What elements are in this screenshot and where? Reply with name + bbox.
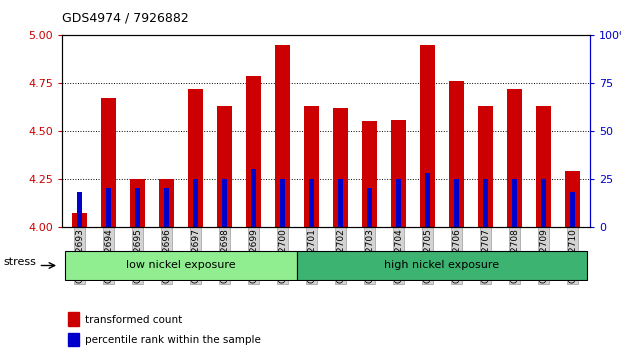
Bar	[222, 179, 227, 227]
Bar	[135, 188, 140, 227]
Bar	[217, 106, 232, 227]
Bar	[425, 173, 430, 227]
Bar	[101, 98, 116, 227]
Bar	[275, 45, 290, 227]
Bar	[106, 188, 111, 227]
Bar	[367, 188, 372, 227]
Bar	[188, 89, 203, 227]
Bar	[565, 171, 580, 227]
Bar	[68, 312, 79, 326]
Bar	[478, 106, 493, 227]
Bar	[483, 179, 488, 227]
Bar	[454, 179, 459, 227]
Bar	[537, 106, 551, 227]
Text: GDS4974 / 7926882: GDS4974 / 7926882	[62, 12, 189, 25]
Bar	[391, 120, 406, 227]
Bar	[68, 333, 79, 346]
Bar	[570, 192, 575, 227]
Bar	[338, 179, 343, 227]
Text: low nickel exposure: low nickel exposure	[126, 261, 236, 270]
Bar	[309, 179, 314, 227]
Text: transformed count: transformed count	[85, 315, 182, 325]
Bar	[280, 179, 285, 227]
Bar	[512, 179, 517, 227]
Bar	[333, 108, 348, 227]
Bar	[297, 251, 587, 280]
Bar	[77, 192, 82, 227]
Bar	[541, 179, 546, 227]
Bar	[507, 89, 522, 227]
Bar	[420, 45, 435, 227]
Bar	[449, 81, 464, 227]
Text: percentile rank within the sample: percentile rank within the sample	[85, 335, 261, 345]
Bar	[72, 213, 87, 227]
Bar	[304, 106, 319, 227]
Bar	[65, 251, 297, 280]
Bar	[159, 179, 174, 227]
Bar	[164, 188, 169, 227]
Bar	[130, 179, 145, 227]
Text: stress: stress	[3, 257, 36, 267]
Bar	[396, 179, 401, 227]
Bar	[362, 121, 377, 227]
Bar	[193, 179, 198, 227]
Bar	[247, 75, 261, 227]
Bar	[251, 169, 256, 227]
Text: high nickel exposure: high nickel exposure	[384, 261, 500, 270]
